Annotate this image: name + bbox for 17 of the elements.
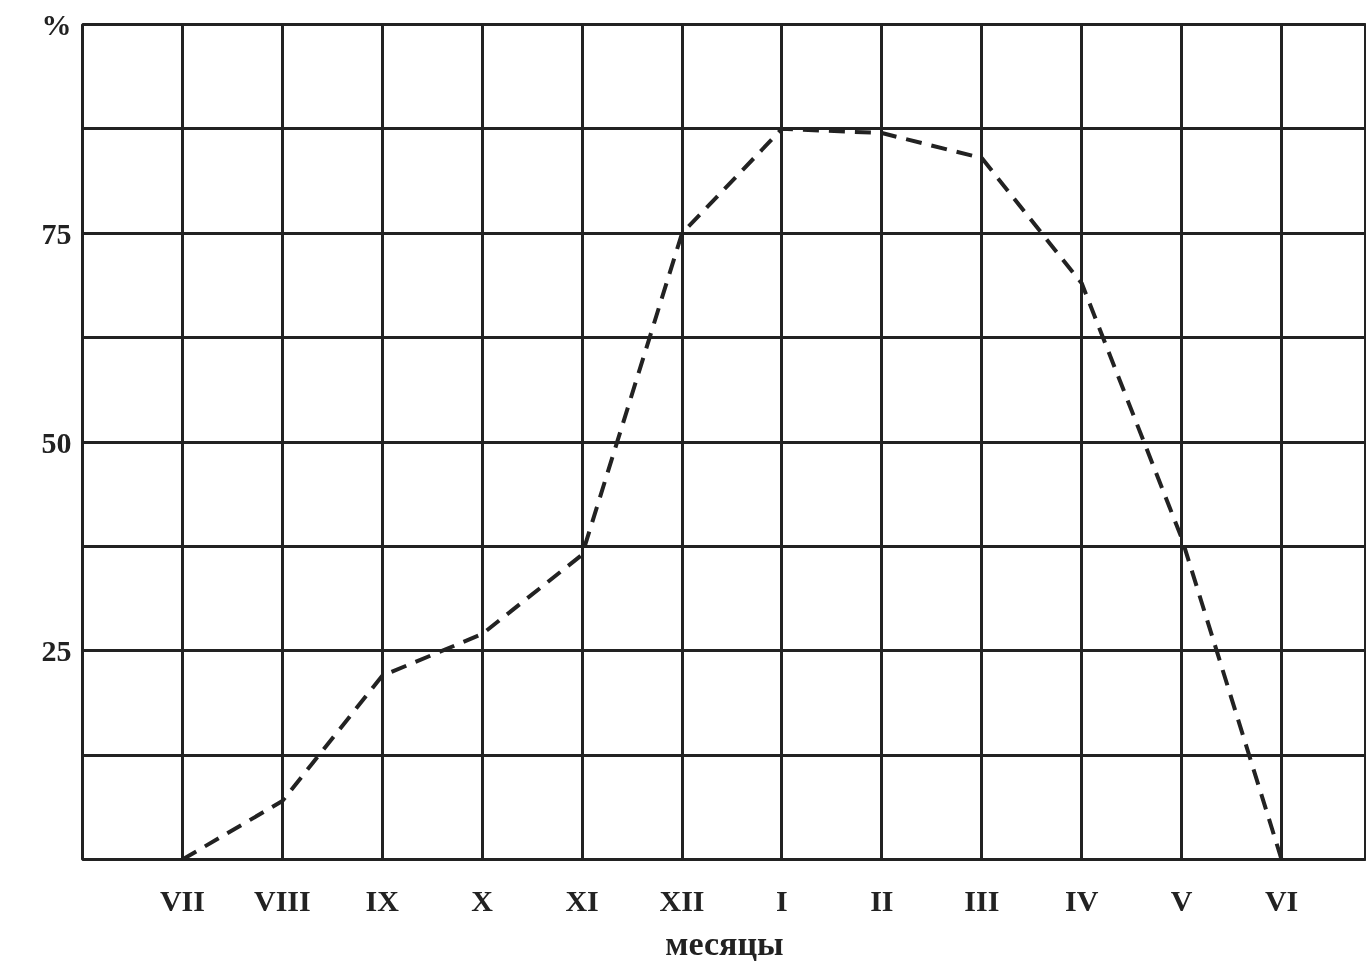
x-tick-label: IX [365, 883, 400, 917]
x-tick-label: VI [1264, 883, 1299, 917]
y-tick-label: 25 [41, 634, 72, 668]
x-axis-title: месяцы [665, 924, 784, 962]
y-tick-label: % [41, 8, 72, 41]
x-tick-label: VIII [254, 883, 311, 917]
x-tick-label: VII [159, 883, 205, 917]
x-tick-label: IV [1065, 883, 1099, 917]
x-tick-label: V [1170, 883, 1193, 917]
x-tick-label: X [471, 883, 494, 917]
y-tick-label: 50 [41, 425, 72, 459]
x-tick-label: XI [565, 883, 599, 917]
x-tick-label: III [964, 883, 1000, 917]
x-tick-label: XII [659, 883, 705, 917]
x-tick-label: II [870, 883, 894, 917]
y-tick-label: 75 [41, 216, 72, 250]
x-tick-label: I [776, 883, 788, 917]
